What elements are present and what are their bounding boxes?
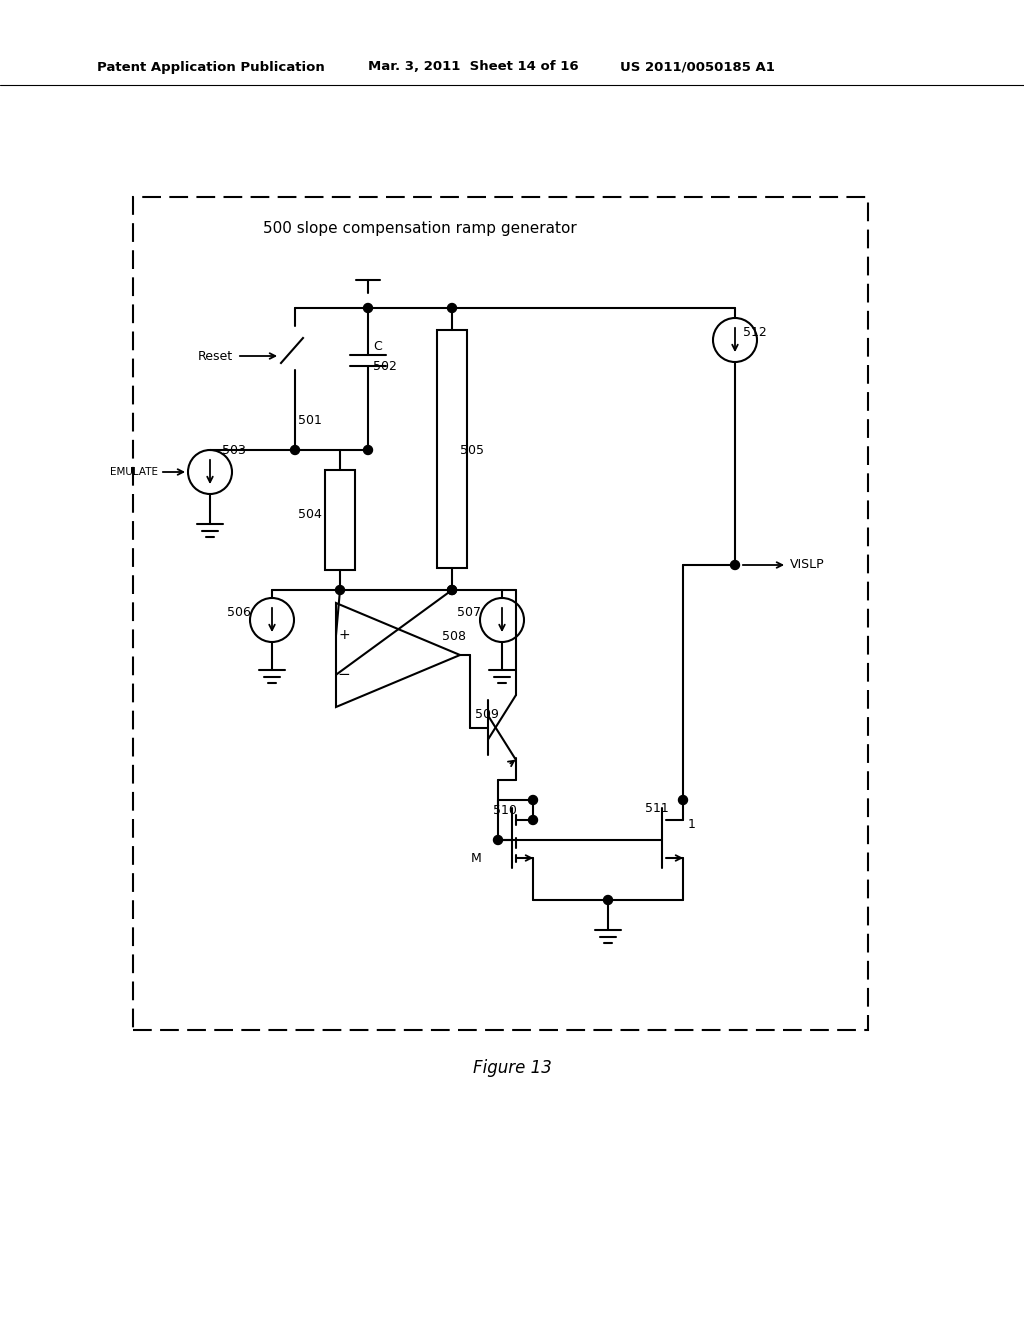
Text: 507: 507 — [457, 606, 481, 619]
Text: 501: 501 — [298, 413, 322, 426]
Bar — [133, 197, 868, 1030]
Text: 505: 505 — [460, 444, 484, 457]
Text: 1: 1 — [688, 818, 696, 832]
Circle shape — [447, 586, 457, 594]
Bar — [325, 470, 355, 570]
Circle shape — [447, 304, 457, 313]
Text: −: − — [338, 668, 350, 682]
Circle shape — [494, 836, 503, 845]
Text: 504: 504 — [298, 508, 322, 521]
Circle shape — [291, 446, 299, 454]
Circle shape — [730, 561, 739, 569]
Bar — [437, 330, 467, 568]
Circle shape — [528, 796, 538, 804]
Circle shape — [679, 796, 687, 804]
Circle shape — [603, 895, 612, 904]
Text: Patent Application Publication: Patent Application Publication — [97, 61, 325, 74]
Text: Mar. 3, 2011  Sheet 14 of 16: Mar. 3, 2011 Sheet 14 of 16 — [368, 61, 579, 74]
Text: 509: 509 — [475, 709, 499, 722]
Circle shape — [364, 446, 373, 454]
Text: 511: 511 — [645, 801, 669, 814]
Text: 502: 502 — [373, 359, 397, 372]
Text: US 2011/0050185 A1: US 2011/0050185 A1 — [620, 61, 775, 74]
Text: 508: 508 — [442, 630, 466, 643]
Text: 503: 503 — [222, 444, 246, 457]
Text: C: C — [373, 339, 382, 352]
Text: 506: 506 — [227, 606, 251, 619]
Text: 512: 512 — [743, 326, 767, 338]
Circle shape — [336, 586, 344, 594]
Text: Reset: Reset — [198, 350, 233, 363]
Text: 510: 510 — [493, 804, 517, 817]
Text: +: + — [338, 628, 350, 643]
Text: Figure 13: Figure 13 — [472, 1059, 552, 1077]
Text: VISLP: VISLP — [790, 558, 824, 572]
Circle shape — [528, 816, 538, 825]
Text: 500 slope compensation ramp generator: 500 slope compensation ramp generator — [263, 220, 577, 235]
Text: M: M — [471, 851, 481, 865]
Circle shape — [364, 304, 373, 313]
Text: EMULATE: EMULATE — [110, 467, 158, 477]
Circle shape — [447, 586, 457, 594]
